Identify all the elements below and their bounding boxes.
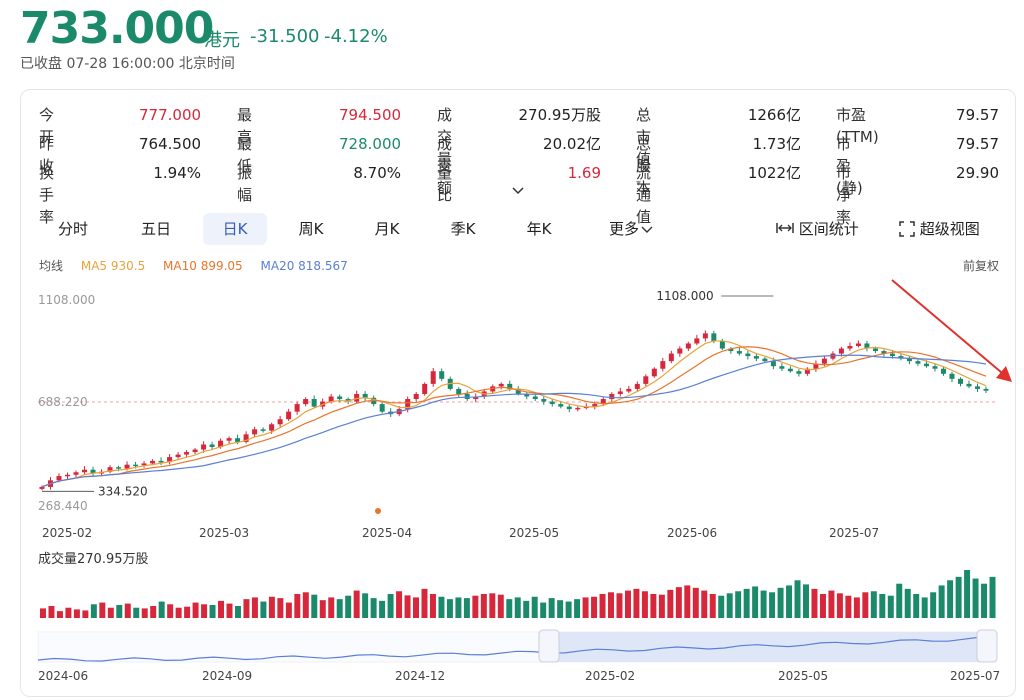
quote-panel: 今开 777.000 最高 794.500 成交量 270.95万股 总市值 ▾… <box>20 89 1016 697</box>
stat-label: 成交额 <box>437 135 453 197</box>
stat-label: 市盈(静) <box>836 135 863 197</box>
stat-value-pe-static: 79.57 <box>956 135 999 153</box>
tab-five-day[interactable]: 五日 <box>140 220 171 238</box>
stat-label: 成交量 <box>437 106 453 168</box>
tab-quarterly-k[interactable]: 季K <box>450 220 476 238</box>
tab-intraday[interactable]: 分时 <box>57 220 88 238</box>
period-tabs: 分时 五日 日K 周K 月K 季K 年K 更多 区间统计 超级视图 <box>21 209 1017 249</box>
stat-value-pe-ttm: 79.57 <box>956 106 999 124</box>
stat-value-low: 728.000 <box>339 135 402 153</box>
ma-legend: 均线 MA5 930.5 MA10 899.05 MA20 818.567 <box>39 257 362 275</box>
range-stats-button[interactable]: 区间统计 <box>776 213 859 245</box>
stat-value-pb: 29.90 <box>956 164 999 182</box>
stat-value-market-cap: 1266亿 <box>747 106 801 124</box>
currency-label: 港元 <box>204 30 240 51</box>
adjust-mode-label[interactable]: 前复权 <box>962 259 999 273</box>
stat-label-market-cap[interactable]: 总市值 ▾ <box>636 106 652 189</box>
stat-label: 昨收 <box>39 135 55 175</box>
stat-label: 换手率 <box>39 164 55 226</box>
ma10-value: MA10 899.05 <box>163 259 243 273</box>
stat-value-prev-close: 764.500 <box>139 135 202 153</box>
market-status: 已收盘 07-28 16:00:00 北京时间 <box>20 56 235 72</box>
range-icon <box>776 223 794 233</box>
price-change-percent: -4.12% <box>324 26 388 47</box>
chevron-down-icon <box>641 226 653 233</box>
stat-label: 振幅 <box>237 164 253 204</box>
stat-label: 今开 <box>39 106 55 146</box>
tab-weekly-k[interactable]: 周K <box>298 220 324 238</box>
tab-more[interactable]: 更多 <box>591 213 671 245</box>
super-view-label: 超级视图 <box>919 220 980 238</box>
stat-value-volume-ratio: 1.69 <box>567 164 601 182</box>
super-view-button[interactable]: 超级视图 <box>899 213 980 245</box>
ma-legend-label: 均线 <box>39 259 64 273</box>
tab-more-label: 更多 <box>608 220 639 238</box>
stat-value-turnover-rate: 1.94% <box>153 164 201 182</box>
stat-label: 量比 <box>437 164 453 204</box>
stat-value-total-shares: 1.73亿 <box>752 135 801 153</box>
fullscreen-icon <box>899 221 915 237</box>
tab-daily-k[interactable]: 日K <box>203 213 267 245</box>
stat-value-open: 777.000 <box>139 106 202 124</box>
price-change: -31.500 <box>250 26 320 47</box>
stat-value-volume: 270.95万股 <box>518 106 602 124</box>
last-price: 733.000 <box>20 3 214 54</box>
range-stats-label: 区间统计 <box>798 220 859 238</box>
stat-label: 最低 <box>237 135 253 175</box>
stat-value-high: 794.500 <box>339 106 402 124</box>
tab-yearly-k[interactable]: 年K <box>526 220 552 238</box>
stat-value-amplitude: 8.70% <box>353 164 401 182</box>
quote-header: 733.000 港元 -31.500 -4.12% 已收盘 07-28 16:0… <box>20 4 920 74</box>
stat-label: 市净率 <box>836 164 852 226</box>
stat-label: 市盈(TTM) <box>836 106 879 146</box>
ma5-value: MA5 930.5 <box>80 259 146 273</box>
expand-chevron-icon[interactable] <box>511 186 525 196</box>
stat-label: 流通值 <box>636 164 652 226</box>
stat-value-turnover: 20.02亿 <box>543 135 601 153</box>
stat-value-float-cap: 1022亿 <box>747 164 801 182</box>
caret-down-icon: ▾ <box>636 178 642 189</box>
tab-monthly-k[interactable]: 月K <box>374 220 400 238</box>
stat-label: 总股本 <box>636 135 652 197</box>
stat-label: 最高 <box>237 106 253 146</box>
ma20-value: MA20 818.567 <box>260 259 348 273</box>
